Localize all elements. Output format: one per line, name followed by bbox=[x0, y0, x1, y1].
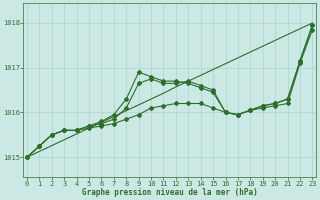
X-axis label: Graphe pression niveau de la mer (hPa): Graphe pression niveau de la mer (hPa) bbox=[82, 188, 258, 197]
